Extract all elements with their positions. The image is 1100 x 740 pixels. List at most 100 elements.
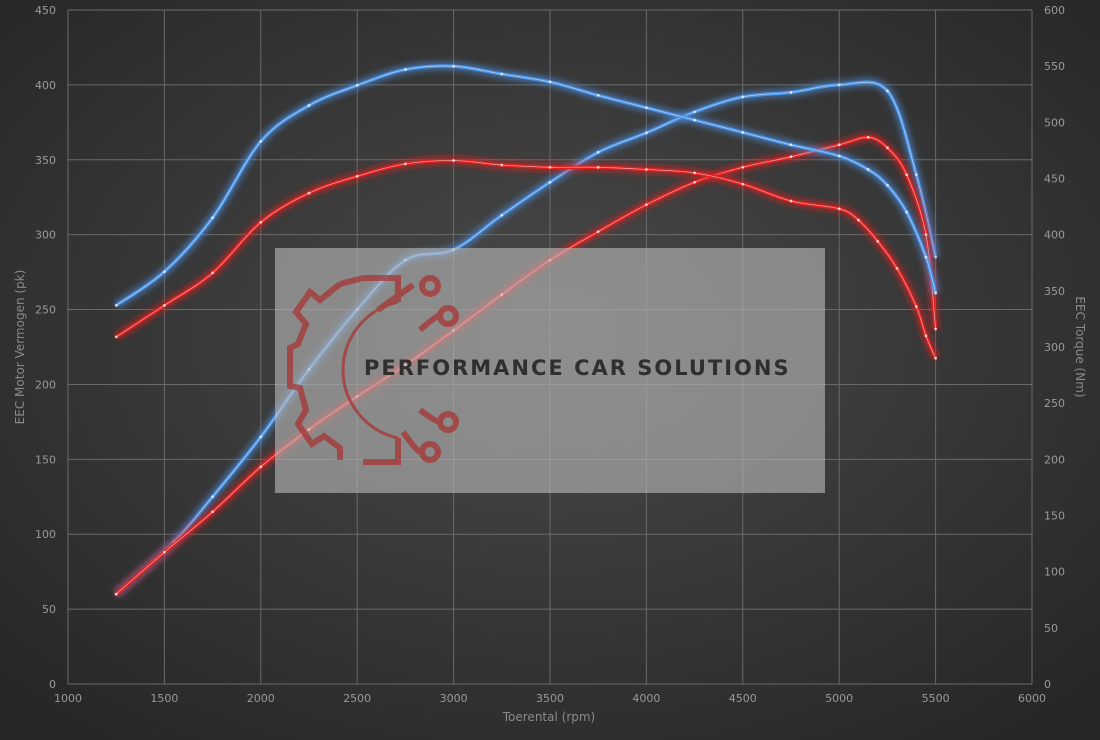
watermark-panel: [275, 248, 825, 493]
series-point: [876, 240, 880, 243]
y-tick-label-right: 550: [1044, 60, 1065, 73]
series-point: [837, 143, 841, 147]
y-tick-label-right: 300: [1044, 341, 1065, 354]
x-tick-label: 5000: [825, 692, 853, 705]
series-point: [789, 155, 793, 159]
series-point: [924, 334, 928, 338]
series-point: [934, 327, 937, 331]
series-point: [741, 131, 745, 134]
y-tick-label-left: 0: [49, 678, 56, 691]
y-tick-label-left: 300: [35, 229, 56, 242]
series-point: [163, 270, 166, 274]
series-line-1: [113, 77, 940, 598]
series-point: [307, 191, 311, 195]
y-tick-label-left: 350: [35, 154, 56, 167]
y-tick-label-right: 100: [1044, 566, 1065, 579]
series-point: [596, 230, 600, 234]
tick-labels: 1000 1500 2000 2500 3000 3500 4000 4500 5000 5500…: [35, 4, 1065, 705]
series-point: [114, 304, 118, 307]
x-tick-label: 6000: [1018, 692, 1046, 705]
series-point: [114, 335, 118, 339]
x-tick-label: 1500: [150, 692, 178, 705]
y-tick-label-left: 200: [35, 378, 56, 391]
series-point: [259, 220, 263, 224]
series-point: [837, 83, 841, 87]
series-point: [741, 165, 745, 169]
series-point: [886, 146, 889, 150]
series-point: [693, 171, 696, 175]
series-point: [259, 435, 263, 439]
series-point: [914, 173, 918, 177]
y-tick-label-right: 200: [1044, 453, 1065, 466]
x-tick-label: 3000: [440, 692, 468, 705]
series-point: [452, 159, 455, 162]
series-point: [404, 68, 407, 71]
series-point: [163, 304, 166, 307]
series-point: [114, 592, 118, 596]
series-point: [259, 465, 263, 469]
watermark-text: PERFORMANCE CAR SOLUTIONS: [364, 356, 791, 380]
y-tick-label-right: 350: [1044, 285, 1065, 298]
watermark: PERFORMANCE CAR SOLUTIONS: [275, 248, 825, 493]
series-point: [645, 131, 648, 135]
series-point: [741, 182, 745, 186]
series-point: [404, 162, 407, 166]
series-line-3: [113, 61, 940, 310]
x-tick-label: 4000: [632, 692, 660, 705]
series-point: [355, 174, 359, 178]
series-layer: [113, 61, 941, 598]
series-point: [548, 80, 552, 84]
series-point: [789, 143, 793, 147]
series-point: [163, 550, 166, 554]
y-axis-title-right: EEC Torque (Nm): [1073, 296, 1087, 397]
series-point: [837, 207, 841, 211]
y-tick-label-right: 0: [1044, 678, 1051, 691]
series-point: [886, 89, 889, 93]
y-tick-label-left: 250: [35, 304, 56, 317]
series-point: [307, 104, 311, 107]
series-point: [789, 199, 793, 203]
y-tick-label-right: 150: [1044, 510, 1065, 523]
series-point: [596, 165, 600, 169]
series-point: [500, 72, 504, 76]
series-point: [866, 135, 870, 139]
series-highlight: [115, 160, 936, 359]
series-point: [452, 64, 455, 68]
y-tick-label-right: 400: [1044, 229, 1065, 242]
gear-circuit-logo-icon: [287, 275, 459, 465]
series-point: [866, 168, 870, 171]
series-point: [924, 255, 928, 259]
series-point: [211, 271, 215, 275]
x-tick-label: 1000: [54, 692, 82, 705]
series-point: [741, 95, 745, 99]
y-tick-label-left: 50: [42, 603, 56, 616]
series-point: [837, 154, 841, 158]
series-point: [934, 291, 937, 295]
series-point: [934, 255, 937, 259]
x-tick-label: 2500: [343, 692, 371, 705]
series-point: [645, 168, 648, 171]
series-point: [693, 180, 696, 184]
y-tick-label-right: 250: [1044, 397, 1065, 410]
series-point: [924, 233, 928, 237]
x-tick-label: 2000: [247, 692, 275, 705]
series-point: [355, 83, 359, 87]
y-tick-label-left: 150: [35, 453, 56, 466]
series-point: [895, 266, 899, 270]
series-line-4: [113, 155, 940, 361]
y-tick-label-left: 400: [35, 79, 56, 92]
series-point: [596, 150, 600, 154]
y-axis-title-left: EEC Motor Vermogen (pk): [13, 270, 27, 425]
y-tick-label-right: 500: [1044, 116, 1065, 129]
series-point: [857, 218, 860, 222]
series-point: [211, 495, 215, 499]
series-point: [211, 510, 215, 514]
y-tick-label-right: 600: [1044, 4, 1065, 17]
x-axis-title: Toerental (rpm): [502, 710, 595, 724]
series-point: [789, 90, 793, 94]
series-point: [934, 356, 937, 360]
series-point: [548, 180, 552, 184]
series-point: [500, 163, 504, 167]
series-point: [905, 210, 909, 214]
